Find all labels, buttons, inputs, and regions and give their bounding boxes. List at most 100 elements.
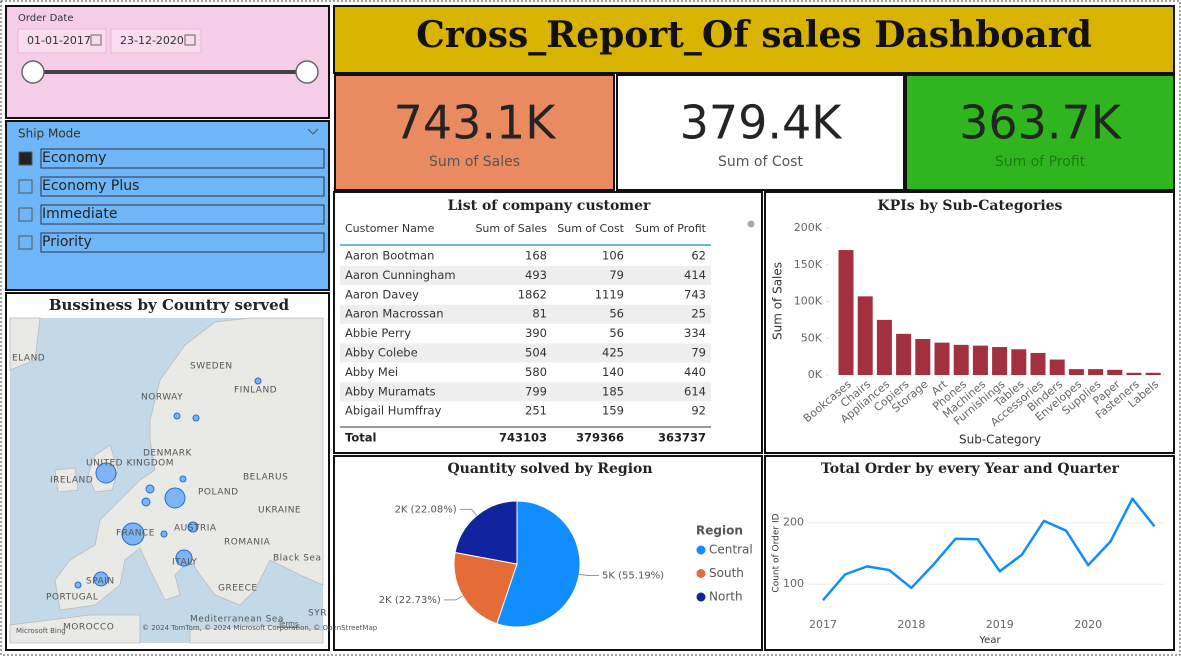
bar [896, 333, 912, 375]
table-cell: 580 [525, 365, 547, 379]
dropdown-chevron[interactable] [307, 128, 319, 135]
kpi-card [905, 74, 1175, 191]
y-tick-label: 200K [794, 221, 823, 234]
bar [934, 342, 950, 375]
map-label: ROMANIA [224, 538, 271, 548]
bar [1126, 372, 1142, 375]
x-tick-label: 2019 [986, 618, 1014, 631]
option-box[interactable] [40, 176, 325, 197]
option-box[interactable] [40, 204, 325, 225]
date-box[interactable] [110, 28, 202, 54]
legend-swatch [696, 569, 706, 578]
calendar-icon[interactable] [90, 34, 102, 46]
table-cell: 1119 [595, 287, 624, 301]
y-tick-label: 100 [783, 577, 804, 590]
scroll-indicator[interactable] [747, 220, 755, 228]
kpi-card [616, 74, 905, 191]
y-tick-label: 0K [808, 368, 823, 381]
kpi-label: Sum of Sales [429, 154, 520, 170]
table-cell: 743 [684, 287, 706, 301]
table-cell: 25 [691, 307, 706, 321]
y-axis-label: Sum of Sales [771, 262, 785, 340]
table-cell: Abbie Perry [345, 326, 411, 340]
option-box[interactable] [40, 148, 325, 169]
table-cell: 185 [602, 384, 624, 398]
checkbox[interactable] [18, 179, 33, 194]
legend-swatch [696, 545, 706, 555]
map-bubble [187, 521, 199, 533]
pie-slice [496, 500, 581, 628]
bar [857, 296, 873, 375]
map-bubble [192, 414, 200, 422]
y-tick-label: 100K [794, 295, 823, 308]
table-cell: 79 [609, 268, 624, 282]
table-cell: 425 [602, 346, 624, 360]
map-label: UKRAINE [258, 506, 301, 516]
option-label: Economy Plus [42, 178, 139, 194]
table-cell: 251 [525, 404, 547, 418]
map-bubble [179, 475, 187, 483]
bar [1011, 349, 1027, 375]
x-tick-label: 2018 [897, 618, 925, 631]
slider-handle[interactable] [295, 60, 319, 84]
table-cell: 1862 [518, 287, 547, 301]
table-cell: 504 [525, 346, 547, 360]
y-axis-label: Count of Order ID [772, 513, 782, 592]
bar [1068, 369, 1084, 375]
slider-handle[interactable] [21, 60, 45, 84]
bar [1049, 359, 1065, 375]
option-box[interactable] [40, 232, 325, 253]
map-label: ITALY [172, 558, 197, 568]
line-series [822, 497, 1156, 602]
map-bubble [95, 462, 117, 484]
chart-title: KPIs by Sub-Categories [878, 198, 1063, 214]
table-cell: 440 [684, 365, 706, 379]
column-header: Sum of Sales [475, 222, 547, 235]
table-cell: Abby Colebe [345, 346, 418, 360]
map-label: Black Sea [273, 554, 321, 564]
row-band [340, 304, 711, 324]
table-cell: 493 [525, 268, 547, 282]
map-label: FRANCE [116, 529, 155, 539]
end-date: 23-12-2020 [120, 34, 184, 47]
table-cell: 106 [602, 249, 624, 263]
table-cell: 92 [691, 404, 706, 418]
table-cell: 81 [532, 307, 547, 321]
map-label: IRELAND [50, 476, 93, 486]
column-header: Customer Name [345, 222, 435, 235]
y-tick-label: 150K [794, 258, 823, 271]
table-title: List of company customer [448, 198, 651, 214]
map-terms[interactable]: Terms [277, 620, 299, 628]
dashboard-title: Cross_Report_Of sales Dashboard [416, 14, 1092, 56]
y-tick-label: 50K [801, 331, 823, 344]
bar [876, 319, 892, 375]
kpi-label: Sum of Profit [995, 154, 1086, 170]
map-label: SWEDEN [190, 362, 233, 372]
table-cell: Aaron Cunningham [345, 268, 456, 282]
table-cell: Aaron Davey [345, 287, 419, 301]
table-cell: Aaron Macrossan [345, 307, 444, 321]
table-cell: 168 [525, 249, 547, 263]
kpi-value: 363.7K [959, 96, 1123, 150]
checkbox[interactable] [18, 235, 33, 250]
map-label: GREECE [218, 584, 258, 594]
calendar-icon[interactable] [184, 34, 196, 46]
total-band [340, 426, 711, 450]
chart-title: Total Order by every Year and Quarter [821, 461, 1120, 477]
map-label: Mediterranean Sea [190, 615, 284, 625]
bar [1107, 369, 1123, 375]
legend-label: South [709, 566, 744, 580]
map-label: MOROCCO [63, 623, 114, 633]
table-cell: 79 [691, 346, 706, 360]
legend-title: Region [696, 524, 743, 538]
total-cell: 379366 [576, 431, 624, 445]
map-label: NORWAY [141, 393, 183, 403]
map-bubble [175, 549, 193, 567]
map-bubble [121, 522, 145, 546]
checkbox[interactable] [18, 207, 33, 222]
data-label: 5K (55.19%) [602, 571, 664, 582]
checkbox[interactable] [18, 151, 33, 166]
